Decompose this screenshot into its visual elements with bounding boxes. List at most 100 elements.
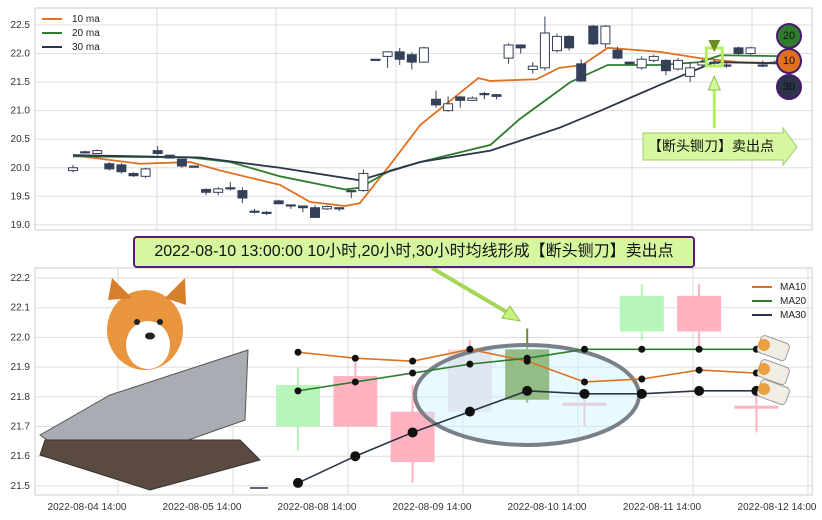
- top-candle: [757, 64, 768, 67]
- top-candle: [443, 103, 454, 112]
- top-candle: [552, 35, 562, 52]
- top-candle: [576, 63, 587, 82]
- bottom-x-tick: 2022-08-11 14:00: [623, 502, 702, 513]
- tag-knot-icon: [758, 363, 770, 375]
- tag-knot-icon: [758, 339, 770, 351]
- bottom-candle: [734, 405, 779, 409]
- bottom-ma-point: [294, 387, 302, 395]
- bottom-ma-point: [409, 357, 417, 365]
- top-candle: [382, 51, 393, 57]
- bottom-ma-point: [464, 406, 475, 417]
- top-candle: [164, 154, 175, 159]
- top-candle: [455, 96, 466, 101]
- bottom-ma-point: [522, 385, 533, 396]
- top-plot-area: [34, 7, 813, 231]
- top-candle: [588, 25, 599, 45]
- top-y-tick: 21.0: [11, 106, 31, 117]
- bottom-ma-point: [581, 345, 588, 353]
- top-candle: [249, 210, 260, 213]
- bottom-candle: [677, 295, 722, 332]
- top-candle: [176, 158, 187, 167]
- bottom-y-tick: 21.6: [11, 451, 31, 462]
- top-candle: [431, 98, 441, 106]
- bottom-ma-point: [466, 345, 474, 353]
- top-candle: [515, 44, 526, 49]
- top-legend-label: 30 ma: [72, 42, 100, 53]
- pointer-arrow-shaft: [430, 266, 512, 316]
- top-candle: [491, 94, 502, 97]
- top-candle: [733, 47, 744, 55]
- top-candle: [116, 164, 127, 173]
- top-candle: [128, 172, 139, 177]
- top-candle: [467, 97, 478, 101]
- top-candle: [564, 35, 575, 49]
- top-candle: [673, 59, 683, 70]
- bottom-ma-point: [638, 345, 646, 353]
- top-legend-label: 10 ma: [72, 14, 100, 25]
- bottom-x-tick: 2022-08-05 14:00: [163, 502, 242, 513]
- top-candle: [527, 65, 538, 71]
- bottom-x-tick: 2022-08-04 14:00: [48, 502, 127, 513]
- top-y-tick: 19.0: [11, 220, 31, 231]
- top-candle: [273, 200, 284, 205]
- top-ma-line-1: [72, 46, 801, 207]
- top-candle: [370, 58, 381, 61]
- up-arrow-icon: [707, 74, 722, 91]
- top-candle: [406, 54, 417, 63]
- bottom-y-tick: 22.0: [11, 332, 31, 343]
- top-candle: [297, 205, 308, 209]
- top-y-tick: 19.5: [11, 191, 31, 202]
- bottom-ma-point: [293, 477, 303, 488]
- top-candle: [346, 190, 357, 193]
- bottom-ma-point: [695, 345, 703, 353]
- bottom-legend-label: MA10: [780, 282, 807, 293]
- top-candle: [213, 188, 224, 193]
- bottom-candle: [447, 349, 492, 412]
- bottom-y-tick: 21.5: [11, 481, 31, 492]
- top-candle: [189, 165, 199, 168]
- top-candle: [503, 44, 514, 59]
- top-candle: [479, 93, 490, 96]
- top-candle: [624, 61, 635, 65]
- top-candle: [68, 167, 78, 172]
- bottom-ma-point: [407, 427, 418, 438]
- top-candle: [539, 32, 550, 69]
- bottom-x-tick: 2022-08-09 14:00: [393, 502, 472, 513]
- bottom-ma-point: [694, 385, 705, 396]
- bottom-y-tick: 22.1: [11, 303, 31, 314]
- top-candle: [660, 59, 671, 72]
- top-candle: [285, 204, 296, 207]
- bottom-ma-point: [466, 360, 474, 368]
- annotation-banner: 2022-08-10 13:00:00 10小时,20小时,30小时均线形成【断…: [133, 236, 695, 268]
- top-candle: [225, 187, 236, 190]
- top-candle: [648, 55, 659, 61]
- bottom-ma-point: [351, 378, 359, 386]
- corgi-nose: [145, 332, 155, 340]
- bottom-ma-point: [579, 388, 590, 399]
- top-candle: [334, 207, 345, 210]
- bottom-candle: [562, 402, 607, 406]
- top-candle: [612, 49, 623, 59]
- corgi-ear-right: [165, 278, 186, 305]
- top-candle: [92, 150, 103, 154]
- corgi-face-illustration: [126, 321, 170, 369]
- bottom-ma-point: [636, 388, 647, 399]
- bottom-ma-point: [523, 354, 531, 362]
- pointer-arrow-icon: [501, 305, 522, 322]
- top-candle: [358, 172, 369, 192]
- bottom-y-tick: 21.9: [11, 362, 31, 373]
- top-candle: [600, 25, 611, 45]
- saw-base-illustration: [39, 439, 261, 491]
- sell-arrow-shape: [642, 126, 798, 167]
- top-candle: [394, 51, 405, 60]
- top-y-tick: 22.5: [11, 20, 31, 31]
- corgi-ear-left: [108, 278, 132, 300]
- badge-ma30: 30: [776, 74, 802, 100]
- bottom-x-tick: 2022-08-10 14:00: [508, 502, 587, 513]
- bottom-y-tick: 21.8: [11, 392, 31, 403]
- corgi-eye: [134, 319, 140, 325]
- top-candle: [201, 188, 212, 193]
- bottom-ma-point: [638, 375, 646, 383]
- top-ma-line-3: [72, 61, 801, 182]
